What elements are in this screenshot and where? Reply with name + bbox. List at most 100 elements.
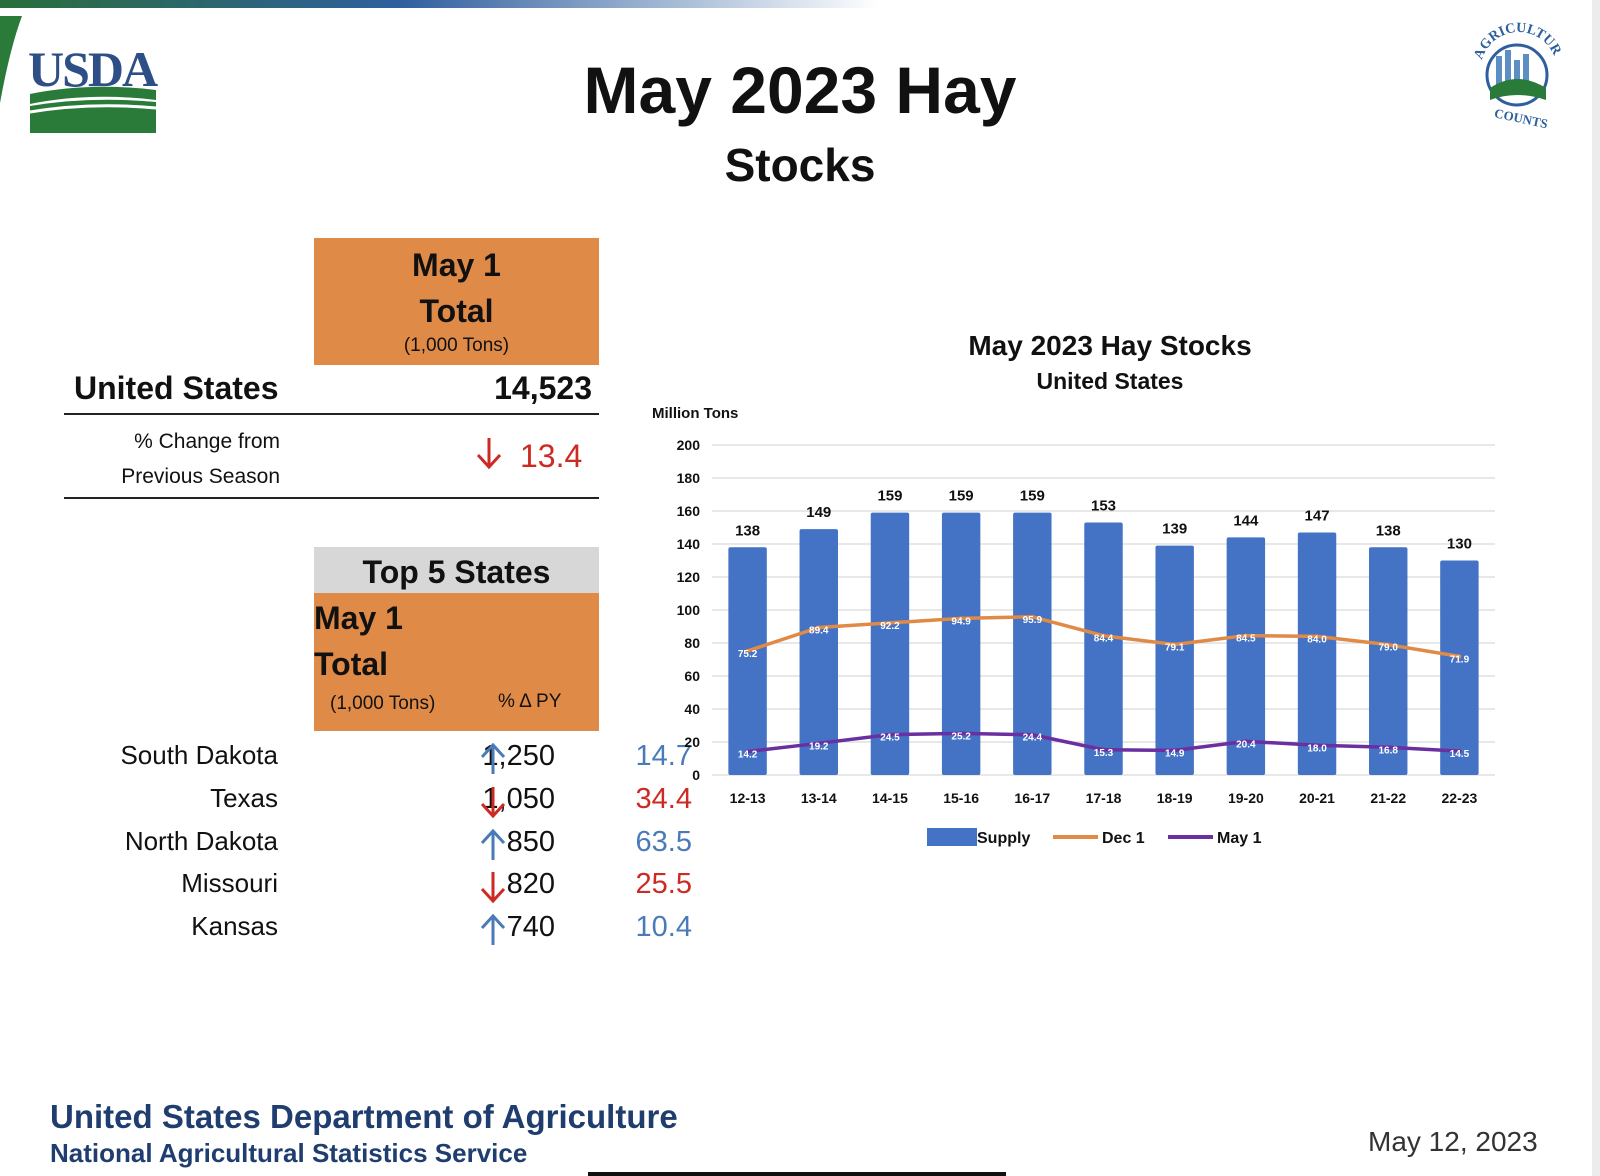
supply-bar-label: 138 [1376, 522, 1401, 539]
dec1-data-label: 94.9 [951, 616, 971, 627]
footer-agency: United States Department of Agriculture [50, 1098, 678, 1135]
state-row: Kansas 740 10.4 [100, 911, 692, 951]
state-value: 740 [506, 911, 555, 943]
x-tick-label: 19-20 [1228, 790, 1264, 806]
supply-bar [799, 529, 838, 775]
x-tick-label: 17-18 [1086, 790, 1122, 806]
arrow-up-icon [478, 742, 508, 781]
dec1-data-label: 89.4 [809, 625, 829, 636]
y-tick-label: 20 [684, 734, 700, 750]
svg-text:COUNTS: COUNTS [1493, 105, 1549, 131]
region-value: 14,523 [494, 370, 592, 406]
x-tick-label: 16-17 [1014, 790, 1050, 806]
divider-line [64, 497, 599, 499]
footer-date: May 12, 2023 [1368, 1126, 1538, 1157]
may1-point [1101, 747, 1106, 752]
supply-bar [941, 512, 981, 775]
supply-bar [1226, 537, 1266, 775]
state-pct-change: 63.5 [635, 826, 692, 858]
x-tick-label: 13-14 [801, 790, 837, 806]
supply-bar-label: 153 [1091, 498, 1116, 515]
supply-bar [1084, 522, 1123, 775]
dec1-point [1101, 633, 1106, 638]
dec1-data-label: 92.2 [880, 621, 900, 632]
y-axis-label: Million Tons [652, 405, 738, 422]
may1-point [1386, 745, 1391, 750]
may1-data-label: 18.0 [1307, 743, 1327, 754]
y-tick-label: 100 [677, 602, 701, 618]
chart-subtitle: United States [1036, 368, 1184, 394]
x-tick-label: 18-19 [1157, 790, 1193, 806]
state-row: Texas 1,050 34.4 [100, 783, 692, 824]
legend-dec1-label: Dec 1 [1102, 830, 1145, 847]
supply-bar-label: 138 [735, 522, 760, 539]
may1-data-label: 24.4 [1023, 733, 1043, 744]
pct-change-label-line1: % Change from [134, 430, 280, 453]
may1-point [1457, 749, 1462, 754]
may1-data-label: 19.2 [809, 741, 829, 752]
state-name: Kansas [191, 911, 278, 941]
state-pct-change: 25.5 [635, 868, 692, 900]
dec1-data-label: 84.0 [1307, 634, 1327, 645]
supply-bar-label: 159 [949, 488, 974, 505]
y-tick-label: 0 [692, 767, 700, 783]
supply-bar-label: 144 [1233, 512, 1259, 529]
may1-data-label: 14.2 [738, 750, 758, 761]
top5-header-line1: May 1 [314, 600, 403, 636]
dec1-point [816, 625, 821, 630]
top5-subheader: (1,000 Tons) % Δ PY [314, 687, 599, 717]
legend-supply-swatch [927, 828, 977, 846]
state-name: South Dakota [120, 740, 278, 770]
supply-bar-label: 149 [806, 504, 831, 521]
supply-bar [1155, 545, 1194, 775]
supply-bar-label: 159 [1020, 488, 1045, 505]
pct-change-value: 13.4 [520, 438, 583, 474]
bottom-bar [588, 1172, 1006, 1176]
arrow-down-icon [478, 870, 508, 909]
may1-data-label: 20.4 [1236, 739, 1256, 750]
y-tick-label: 200 [677, 437, 701, 453]
top5-title: Top 5 States [314, 547, 599, 593]
state-value: 1,050 [482, 783, 555, 815]
page-subtitle: Stocks [724, 139, 876, 191]
dec1-data-label: 84.4 [1094, 634, 1114, 645]
x-tick-label: 15-16 [943, 790, 979, 806]
y-tick-label: 80 [684, 635, 700, 651]
dec1-data-label: 84.5 [1236, 634, 1256, 645]
dec1-point [1315, 634, 1320, 639]
may1-data-label: 25.2 [951, 731, 971, 742]
supply-bar-label: 130 [1447, 536, 1472, 553]
y-tick-label: 120 [677, 569, 701, 585]
may1-point [959, 731, 964, 736]
dec1-data-label: 79.1 [1165, 642, 1185, 653]
arrow-up-icon [478, 828, 508, 867]
summary-header: May 1 Total (1,000 Tons) [314, 238, 599, 365]
supply-bar [1297, 532, 1337, 775]
may1-point [1243, 739, 1248, 744]
dec1-point [959, 616, 964, 621]
state-pct-change: 14.7 [635, 740, 692, 772]
supply-bar-label: 139 [1162, 521, 1187, 538]
x-tick-label: 20-21 [1299, 790, 1335, 806]
x-tick-label: 14-15 [872, 790, 908, 806]
state-name: Missouri [181, 868, 278, 898]
dec1-data-label: 71.9 [1450, 654, 1470, 665]
top5-pct-label: % Δ PY [498, 691, 562, 712]
x-tick-label: 22-23 [1442, 790, 1478, 806]
region-name: United States [74, 370, 279, 406]
y-tick-label: 180 [677, 470, 701, 486]
may1-point [816, 741, 821, 746]
chart-title: May 2023 Hay Stocks [968, 330, 1252, 361]
dec1-point [887, 620, 892, 625]
may1-point [1172, 748, 1177, 753]
top-accent-stripe [0, 0, 1600, 8]
y-tick-label: 40 [684, 701, 700, 717]
footer-service: National Agricultural Statistics Service [50, 1138, 528, 1168]
arrow-down-icon [478, 785, 508, 824]
dec1-point [1030, 614, 1035, 619]
state-value: 820 [506, 868, 555, 900]
may1-point [887, 732, 892, 737]
supply-bar-label: 159 [877, 488, 902, 505]
supply-bar [1013, 512, 1052, 775]
dec1-point [1172, 642, 1177, 647]
